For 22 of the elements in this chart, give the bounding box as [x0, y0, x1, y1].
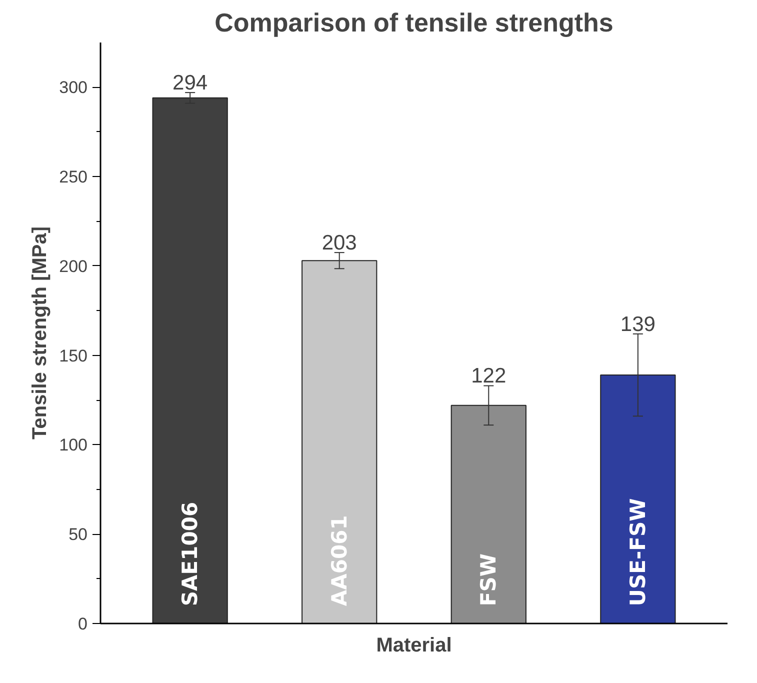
y-tick-label: 0 [78, 614, 88, 634]
bar [302, 260, 378, 624]
x-tick-label: AA6061 [327, 515, 352, 606]
x-tick-label: FSW [476, 553, 501, 606]
x-tick-label: SAE1006 [178, 502, 202, 606]
data-label: 122 [471, 364, 506, 388]
y-tick-label: 200 [59, 256, 88, 276]
y-tick-label: 250 [59, 168, 88, 187]
y-tick-label: 50 [68, 525, 88, 544]
y-tick-label: 300 [59, 78, 88, 98]
y-tick-label: 100 [59, 436, 88, 455]
bar [152, 97, 228, 624]
x-tick-label: USE-FSW [626, 498, 650, 606]
x-axis-title: Material [376, 634, 452, 656]
y-axis-title: Tensile strength [MPa] [29, 226, 52, 440]
data-label: 139 [620, 312, 656, 336]
bar [450, 404, 526, 624]
y-tick-label: 150 [59, 346, 88, 366]
chart-title: Comparison of tensile strengths [214, 8, 614, 38]
bar [600, 374, 676, 624]
data-label: 203 [322, 232, 357, 255]
data-label: 294 [172, 72, 208, 95]
